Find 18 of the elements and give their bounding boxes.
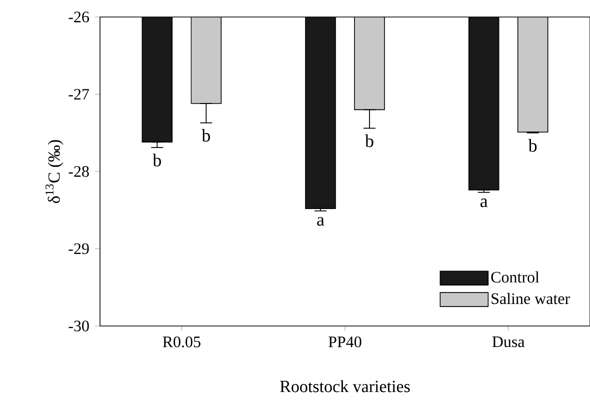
- annotation: a: [480, 198, 488, 208]
- legend-label: Saline water: [492, 292, 570, 304]
- y-tick-label: -28: [68, 166, 89, 177]
- y-axis-title: δ$^{13}$C (‰): [46, 140, 64, 204]
- x-tick-label: Dusa: [492, 336, 525, 348]
- annotation: b: [365, 134, 374, 148]
- annotation: b: [202, 129, 210, 142]
- x-tick-label: PP40: [328, 336, 362, 348]
- annotation: b: [528, 139, 537, 152]
- annotation: b: [152, 154, 161, 166]
- annotation: a: [317, 217, 324, 226]
- y-tick-label: -30: [68, 320, 89, 332]
- x-axis-title: Rootstock varieties: [280, 380, 410, 392]
- x-tick-label: R0.05: [162, 336, 200, 348]
- legend-label: Control: [491, 271, 540, 283]
- y-tick-label: -26: [68, 12, 89, 22]
- y-tick-label: -27: [68, 88, 90, 100]
- y-tick-label: -29: [68, 243, 89, 254]
